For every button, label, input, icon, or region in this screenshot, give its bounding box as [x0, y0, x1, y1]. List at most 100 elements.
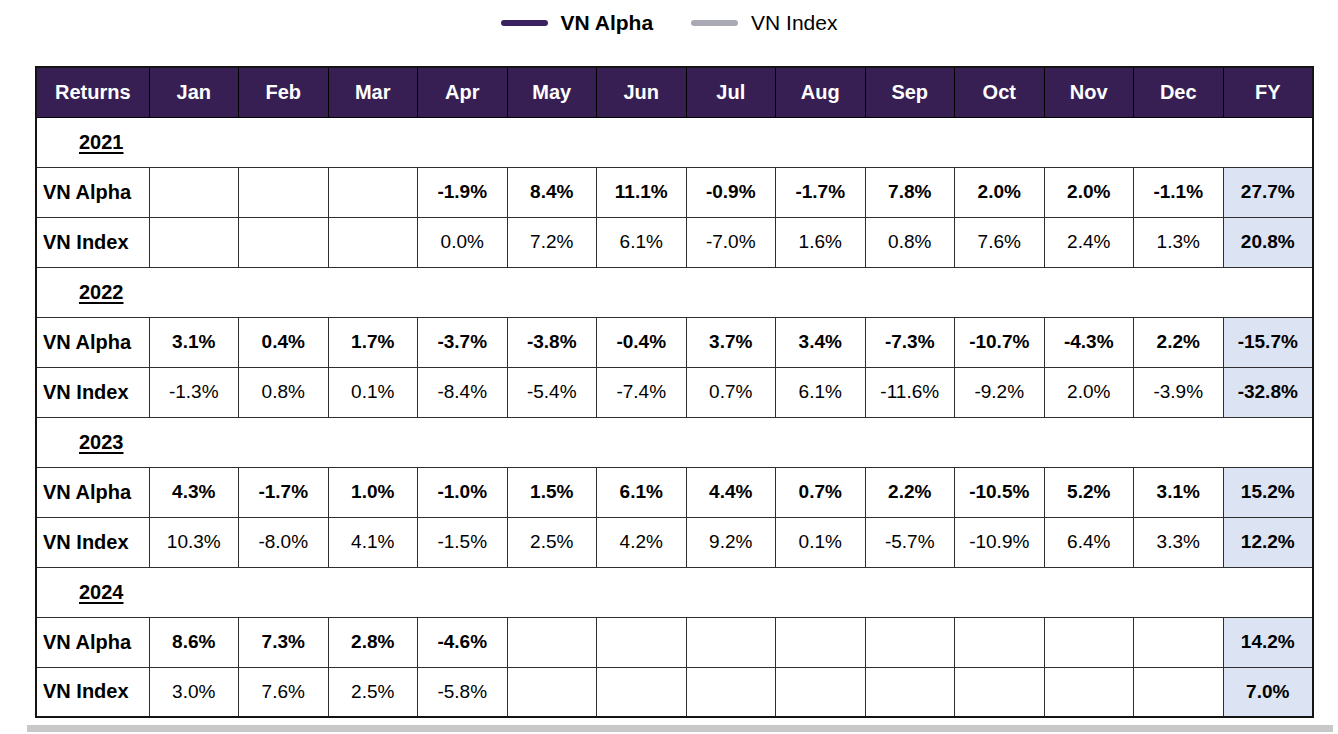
fy-value-cell: 7.0%	[1223, 667, 1313, 717]
value-cell: -9.2%	[955, 367, 1045, 417]
value-cell: 1.7%	[328, 317, 418, 367]
value-cell: 1.6%	[776, 217, 866, 267]
value-cell: -1.9%	[418, 167, 508, 217]
legend-item-vn-alpha: VN Alpha	[501, 12, 654, 33]
value-cell: -3.7%	[418, 317, 508, 367]
table-header-row: Returns Jan Feb Mar Apr May Jun Jul Aug …	[36, 67, 1313, 117]
value-cell: 3.1%	[149, 317, 239, 367]
row-label: VN Index	[36, 367, 149, 417]
value-cell: 0.0%	[418, 217, 508, 267]
year-cell: 2021	[36, 117, 1313, 167]
value-cell: -1.1%	[1134, 167, 1224, 217]
value-cell	[1044, 667, 1134, 717]
value-cell: 0.8%	[239, 367, 329, 417]
value-cell: -3.8%	[507, 317, 597, 367]
value-cell: -10.7%	[955, 317, 1045, 367]
monthly-returns-table: Returns Jan Feb Mar Apr May Jun Jul Aug …	[35, 66, 1314, 718]
header-cell-jul: Jul	[686, 67, 776, 117]
row-label: VN Alpha	[36, 467, 149, 517]
value-cell: -7.0%	[686, 217, 776, 267]
table-row-2023-vn-alpha: VN Alpha 4.3% -1.7% 1.0% -1.0% 1.5% 6.1%…	[36, 467, 1313, 517]
table-row-2021-vn-index: VN Index 0.0% 7.2% 6.1% -7.0% 1.6% 0.8% …	[36, 217, 1313, 267]
value-cell	[239, 167, 329, 217]
year-row-2021: 2021	[36, 117, 1313, 167]
value-cell	[776, 667, 866, 717]
header-cell-jan: Jan	[149, 67, 239, 117]
value-cell: 1.5%	[507, 467, 597, 517]
row-label: VN Index	[36, 217, 149, 267]
year-cell: 2023	[36, 417, 1313, 467]
value-cell: 0.7%	[776, 467, 866, 517]
chart-legend: VN Alpha VN Index	[0, 12, 1338, 33]
value-cell: -5.8%	[418, 667, 508, 717]
value-cell: -4.3%	[1044, 317, 1134, 367]
fy-value-cell: 27.7%	[1223, 167, 1313, 217]
value-cell: 0.7%	[686, 367, 776, 417]
value-cell	[955, 617, 1045, 667]
legend-item-vn-index: VN Index	[691, 12, 837, 33]
value-cell: -1.3%	[149, 367, 239, 417]
table-row-2022-vn-alpha: VN Alpha 3.1% 0.4% 1.7% -3.7% -3.8% -0.4…	[36, 317, 1313, 367]
table-row-2024-vn-alpha: VN Alpha 8.6% 7.3% 2.8% -4.6% 14.2%	[36, 617, 1313, 667]
value-cell: 0.1%	[328, 367, 418, 417]
value-cell	[328, 217, 418, 267]
fy-value-cell: -32.8%	[1223, 367, 1313, 417]
value-cell: 0.1%	[776, 517, 866, 567]
row-label: VN Index	[36, 667, 149, 717]
value-cell	[239, 217, 329, 267]
value-cell: 3.1%	[1134, 467, 1224, 517]
value-cell	[776, 617, 866, 667]
value-cell	[149, 217, 239, 267]
value-cell: 2.2%	[1134, 317, 1224, 367]
row-label: VN Alpha	[36, 317, 149, 367]
header-cell-apr: Apr	[418, 67, 508, 117]
value-cell: 4.4%	[686, 467, 776, 517]
value-cell: 10.3%	[149, 517, 239, 567]
value-cell: -1.5%	[418, 517, 508, 567]
value-cell: 0.8%	[865, 217, 955, 267]
header-cell-aug: Aug	[776, 67, 866, 117]
value-cell: 0.4%	[239, 317, 329, 367]
value-cell: 6.4%	[1044, 517, 1134, 567]
year-label: 2024	[79, 581, 124, 603]
value-cell: 2.0%	[955, 167, 1045, 217]
value-cell: 2.2%	[865, 467, 955, 517]
bottom-divider-bar	[27, 725, 1333, 732]
value-cell	[955, 667, 1045, 717]
row-label: VN Alpha	[36, 617, 149, 667]
row-label: VN Index	[36, 517, 149, 567]
header-cell-returns: Returns	[36, 67, 149, 117]
value-cell: 2.4%	[1044, 217, 1134, 267]
value-cell: 5.2%	[1044, 467, 1134, 517]
value-cell	[1134, 667, 1224, 717]
year-cell: 2024	[36, 567, 1313, 617]
year-row-2024: 2024	[36, 567, 1313, 617]
value-cell: 11.1%	[597, 167, 687, 217]
value-cell: -8.0%	[239, 517, 329, 567]
table-row-2021-vn-alpha: VN Alpha -1.9% 8.4% 11.1% -0.9% -1.7% 7.…	[36, 167, 1313, 217]
header-cell-nov: Nov	[1044, 67, 1134, 117]
value-cell	[686, 617, 776, 667]
fy-value-cell: 12.2%	[1223, 517, 1313, 567]
value-cell: 6.1%	[776, 367, 866, 417]
value-cell: -7.3%	[865, 317, 955, 367]
legend-label-vn-alpha: VN Alpha	[561, 12, 654, 33]
value-cell: 3.3%	[1134, 517, 1224, 567]
value-cell: 1.3%	[1134, 217, 1224, 267]
value-cell: -8.4%	[418, 367, 508, 417]
value-cell: -11.6%	[865, 367, 955, 417]
value-cell: 7.6%	[239, 667, 329, 717]
value-cell: -10.5%	[955, 467, 1045, 517]
value-cell: 7.8%	[865, 167, 955, 217]
vn-alpha-line-swatch-icon	[501, 20, 548, 26]
value-cell	[1044, 617, 1134, 667]
value-cell: 1.0%	[328, 467, 418, 517]
value-cell: 6.1%	[597, 467, 687, 517]
header-cell-sep: Sep	[865, 67, 955, 117]
header-cell-dec: Dec	[1134, 67, 1224, 117]
value-cell: 6.1%	[597, 217, 687, 267]
fy-value-cell: 20.8%	[1223, 217, 1313, 267]
value-cell: -0.9%	[686, 167, 776, 217]
year-label: 2021	[79, 131, 124, 153]
value-cell: -1.0%	[418, 467, 508, 517]
